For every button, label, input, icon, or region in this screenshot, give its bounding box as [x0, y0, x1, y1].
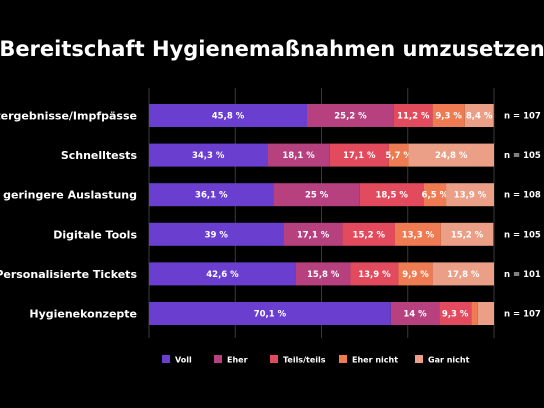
bar-segment [342, 222, 395, 246]
bar-segment [446, 183, 494, 207]
legend-label: Eher nicht [352, 356, 398, 365]
legend-label: Voll [175, 356, 192, 365]
gridlines [148, 88, 495, 338]
data-label: 70,1 % [254, 310, 287, 320]
sample-size-label: n = 105 [504, 151, 541, 161]
category-label: geringere Auslastung [3, 189, 137, 202]
data-label: 17,8 % [447, 270, 480, 280]
legend-swatch [162, 355, 170, 363]
legend-label: Gar nicht [428, 356, 470, 365]
data-label: 18,5 % [375, 191, 408, 201]
data-label: 45,8 % [212, 112, 245, 122]
data-label: 15,2 % [353, 230, 386, 240]
data-label: 13,3 % [402, 230, 435, 240]
category-labels: Testergebnisse/Impfpässe Schnelltests geri… [0, 110, 137, 321]
category-label: Digitale Tools [53, 228, 137, 241]
bar-segment [432, 104, 465, 127]
legend-label: Teils/teils [283, 356, 326, 365]
bar-segment [439, 302, 472, 325]
bar-segment [149, 143, 268, 167]
legend: Voll Eher Teils/teils Eher nicht Gar nicht [162, 355, 470, 365]
chart-title: Bereitschaft Hygienemaßnahmen umzusetzen [0, 37, 544, 61]
sample-size-labels: n = 107 n = 105 n = 108 n = 105 n = 101 n = 1… [504, 112, 541, 320]
bar-segment [149, 222, 284, 246]
sample-size-label: n = 101 [504, 270, 541, 280]
bar-segment [283, 222, 343, 246]
bar-segment [394, 222, 441, 246]
data-label: 24,8 % [435, 151, 468, 161]
data-label: 11,2 % [397, 112, 430, 122]
category-label: Personalisierte Tickets [0, 268, 137, 281]
bar-segment [432, 262, 494, 286]
bars: 45,8 % 25,2 % 11,2 % 9,3 % 8,4 % 34,3 % 18,1 %… [149, 104, 494, 325]
bar-segment [464, 104, 494, 127]
legend-swatch [214, 355, 222, 363]
bar-segment [477, 302, 494, 325]
bar-segment [440, 222, 494, 246]
bar-segment [393, 104, 433, 127]
data-label: 13,9 % [358, 270, 391, 280]
bar-segment [423, 183, 447, 207]
data-label: 14 % [403, 310, 427, 320]
data-label: 5,7 % [385, 151, 412, 161]
data-label: 39 % [205, 230, 229, 240]
sample-size-label: n = 107 [504, 310, 541, 320]
data-label: 9,3 % [435, 112, 462, 122]
legend-swatch [339, 355, 347, 363]
category-label: Testergebnisse/Impfpässe [0, 110, 137, 123]
bar-segment [390, 302, 440, 325]
data-label: 8,4 % [466, 112, 493, 122]
data-label: 36,1 % [195, 191, 228, 201]
legend-swatch [415, 355, 423, 363]
data-label: 25,2 % [334, 112, 367, 122]
data-label: 42,6 % [206, 270, 239, 280]
bar-segment [350, 262, 399, 286]
bar-segment [267, 143, 330, 167]
data-label: 13,9 % [454, 191, 487, 201]
sample-size-label: n = 105 [504, 230, 541, 240]
bar-segment [471, 302, 478, 325]
data-label: 15,8 % [307, 270, 340, 280]
bar-segment [295, 262, 351, 286]
data-label: 9,3 % [442, 310, 469, 320]
sample-size-label: n = 107 [504, 112, 541, 122]
data-label: 15,2 % [451, 230, 484, 240]
bar-segment [307, 104, 394, 127]
data-label: 17,1 % [297, 230, 330, 240]
bar-segment [273, 183, 360, 207]
legend-swatch [270, 355, 278, 363]
data-label: 18,1 % [282, 151, 315, 161]
bar-segment [149, 183, 274, 207]
bar-segment [149, 302, 391, 325]
bar-segment [398, 262, 433, 286]
bar-segment [388, 143, 409, 167]
data-label: 34,3 % [192, 151, 225, 161]
bar-segment [408, 143, 494, 167]
bar-segment [329, 143, 389, 167]
data-label: 17,1 % [343, 151, 376, 161]
legend-label: Eher [227, 356, 248, 365]
bar-segment [149, 104, 308, 127]
data-label: 9,9 % [402, 270, 429, 280]
bar-segment [359, 183, 424, 207]
category-label: Schnelltests [61, 149, 138, 162]
category-label: Hygienekonzepte [29, 308, 137, 321]
sample-size-label: n = 108 [504, 191, 541, 201]
data-label: 6,5 % [422, 191, 449, 201]
bar-segment [149, 262, 296, 286]
data-label: 25 % [305, 191, 329, 201]
